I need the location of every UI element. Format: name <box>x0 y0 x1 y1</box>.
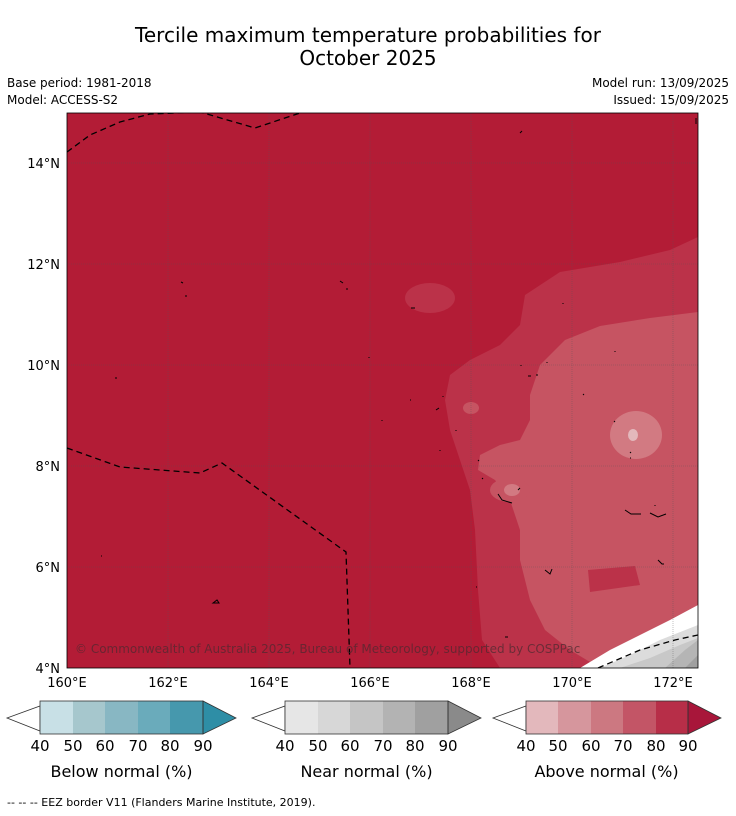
colorbar-below-max-arrow <box>202 700 237 735</box>
lat-label: 14°N <box>27 157 60 172</box>
copyright-notice: © Commonwealth of Australia 2025, Bureau… <box>75 642 580 656</box>
above-60-small <box>504 484 520 496</box>
eez-border <box>67 113 698 668</box>
colorbar-below <box>5 700 237 735</box>
colorbar-tick: 50 <box>308 737 327 755</box>
eez-footnote: -- -- -- EEZ border V11 (Flanders Marine… <box>7 796 316 809</box>
colorbar-above-swatch <box>526 701 558 734</box>
colorbar-ticks: 40 50 60 70 80 90 40 50 60 70 80 90 40 5… <box>30 737 697 755</box>
colorbar-below-swatch <box>170 701 203 734</box>
base-period: Base period: 1981-2018 <box>7 76 152 90</box>
colorbar-tick: 50 <box>548 737 567 755</box>
colorbar-above-swatch <box>591 701 623 734</box>
colorbar-above-swatch <box>623 701 656 734</box>
colorbar-below-swatch <box>40 701 73 734</box>
lon-label: 168°E <box>451 676 491 691</box>
colorbar-below-min-arrow <box>5 705 41 732</box>
islands <box>101 118 697 638</box>
colorbar-above <box>491 700 722 735</box>
lat-label: 6°N <box>36 561 61 576</box>
lat-axis: 14°N 12°N 10°N 8°N 6°N 4°N <box>27 157 60 677</box>
above-70-region <box>478 312 698 668</box>
model-name: Model: ACCESS-S2 <box>7 93 119 107</box>
issued-date: Issued: 15/09/2025 <box>613 93 729 107</box>
colorbar-below-swatch <box>105 701 138 734</box>
colorbar-tick: 60 <box>95 737 114 755</box>
colorbar-tick: 90 <box>193 737 212 755</box>
lon-label: 170°E <box>552 676 592 691</box>
above-80-patch <box>405 283 455 313</box>
colorbar-tick: 80 <box>405 737 424 755</box>
map-area <box>67 113 698 668</box>
colorbar-above-max-arrow <box>687 700 722 735</box>
lon-label: 172°E <box>653 676 693 691</box>
title-line-2: October 2025 <box>299 46 437 70</box>
above-70-east <box>662 505 698 525</box>
colorbar-above-swatch <box>558 701 591 734</box>
colorbar-near-label: Near normal (%) <box>300 762 433 781</box>
above-50-patch <box>628 429 638 441</box>
near-80-region <box>685 655 698 668</box>
colorbar-below-label: Below normal (%) <box>50 762 193 781</box>
above-80-inner <box>588 566 640 592</box>
colorbar-above-label: Above normal (%) <box>534 762 679 781</box>
colorbar-tick: 60 <box>581 737 600 755</box>
colorbar-near-swatch <box>318 701 350 734</box>
above-70-patch-3 <box>543 542 567 578</box>
colorbar-below-swatch <box>138 701 170 734</box>
colorbar-tick: 40 <box>516 737 535 755</box>
title-line-1: Tercile maximum temperature probabilitie… <box>135 23 601 47</box>
colorbar-tick: 60 <box>340 737 359 755</box>
colorbar-above-min-arrow <box>491 705 527 732</box>
colorbar-near-swatch <box>350 701 383 734</box>
colorbar-near-swatch <box>285 701 318 734</box>
colorbar-tick: 80 <box>160 737 179 755</box>
colorbar-tick: 90 <box>438 737 457 755</box>
model-run: Model run: 13/09/2025 <box>591 76 729 90</box>
colorbar-near-swatch <box>415 701 448 734</box>
colorbar-tick: 70 <box>373 737 392 755</box>
colorbar-near-max-arrow <box>447 700 482 735</box>
lon-label: 166°E <box>350 676 390 691</box>
colorbar-tick: 40 <box>275 737 294 755</box>
colorbar-near-swatch <box>383 701 415 734</box>
colorbar-tick: 80 <box>646 737 665 755</box>
colorbar-tick: 70 <box>613 737 632 755</box>
colorbar-below-swatch <box>73 701 105 734</box>
lat-label: 12°N <box>27 258 60 273</box>
colorbar-near <box>250 700 482 735</box>
colorbar-tick: 50 <box>63 737 82 755</box>
lat-label: 10°N <box>27 359 60 374</box>
lon-axis: 160°E 162°E 164°E 166°E 168°E 170°E 172°… <box>47 676 693 691</box>
colorbar-near-min-arrow <box>250 705 286 732</box>
colorbar-tick: 90 <box>678 737 697 755</box>
colorbar-tick: 70 <box>128 737 147 755</box>
lon-label: 160°E <box>47 676 87 691</box>
lon-label: 162°E <box>148 676 188 691</box>
lon-label: 164°E <box>249 676 289 691</box>
grid-lines <box>67 113 698 668</box>
colorbar-above-swatch <box>656 701 688 734</box>
lat-label: 8°N <box>36 460 61 475</box>
colorbar-tick: 40 <box>30 737 49 755</box>
lat-label: 4°N <box>36 662 61 677</box>
map-frame <box>66 112 699 669</box>
